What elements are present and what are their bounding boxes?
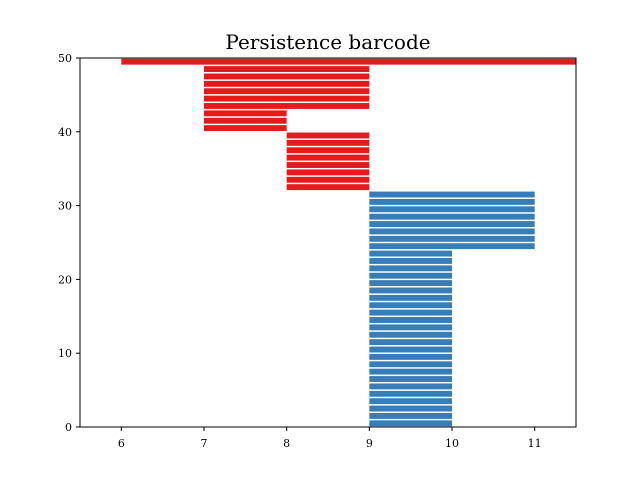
barcode-bar xyxy=(369,420,452,427)
barcode-bar xyxy=(204,88,370,95)
barcode-bar xyxy=(369,228,535,235)
bars-layer xyxy=(121,58,576,427)
barcode-bar xyxy=(286,132,370,139)
barcode-bar xyxy=(204,125,287,132)
barcode-bar xyxy=(286,147,370,154)
plot-frame xyxy=(79,57,577,428)
y-tick-label: 30 xyxy=(58,200,72,213)
barcode-bar xyxy=(369,250,452,257)
barcode-bar xyxy=(204,103,370,109)
barcode-bar xyxy=(369,383,452,390)
barcode-bar xyxy=(369,331,452,338)
x-tick-label: 9 xyxy=(366,437,373,450)
barcode-bar xyxy=(204,66,370,73)
barcode-bar xyxy=(121,58,576,65)
barcode-bar xyxy=(369,272,452,279)
barcode-bar xyxy=(369,353,452,360)
barcode-bar xyxy=(204,80,370,87)
barcode-bar xyxy=(369,221,535,228)
x-tick-label: 10 xyxy=(445,437,459,450)
barcode-bar xyxy=(369,206,535,213)
barcode-bar xyxy=(369,324,452,331)
barcode-bar xyxy=(369,317,452,323)
y-tick-label: 0 xyxy=(65,421,72,434)
barcode-bar xyxy=(286,162,370,168)
barcode-bar xyxy=(369,235,535,242)
barcode-bar xyxy=(369,257,452,264)
barcode-bar xyxy=(369,213,535,220)
barcode-bar xyxy=(369,198,535,205)
barcode-bar xyxy=(369,346,452,353)
barcode-bar xyxy=(286,154,370,161)
axes-layer: 6 7 8 9 10 11 0 10 20 30 40 50 xyxy=(58,52,577,450)
barcode-bar xyxy=(204,95,370,102)
chart-title: Persistence barcode xyxy=(225,30,430,54)
barcode-bar xyxy=(204,117,287,124)
barcode-bar xyxy=(369,361,452,368)
y-tick-label: 50 xyxy=(58,52,72,65)
barcode-bar xyxy=(369,368,452,375)
x-tick-label: 8 xyxy=(283,437,290,450)
barcode-bar xyxy=(369,339,452,346)
barcode-bar xyxy=(286,176,370,183)
barcode-bar xyxy=(369,294,452,301)
barcode-bar xyxy=(369,191,535,198)
barcode-bar xyxy=(369,265,452,272)
barcode-bar xyxy=(369,405,452,412)
y-tick-label: 40 xyxy=(58,126,72,139)
barcode-bar xyxy=(369,412,452,419)
barcode-bar xyxy=(369,390,452,397)
x-tick-label: 6 xyxy=(118,437,125,450)
y-tick-label: 10 xyxy=(58,347,72,360)
barcode-bar xyxy=(286,169,370,176)
barcode-bar xyxy=(286,184,370,191)
barcode-bar xyxy=(286,139,370,146)
x-tick-label: 11 xyxy=(528,437,542,450)
y-tick-label: 20 xyxy=(58,273,72,286)
barcode-bar xyxy=(369,287,452,294)
barcode-bar xyxy=(204,73,370,80)
barcode-bar xyxy=(369,376,452,382)
barcode-bar xyxy=(369,309,452,316)
barcode-bar xyxy=(369,398,452,405)
barcode-bar xyxy=(369,280,452,287)
barcode-bar xyxy=(204,110,287,117)
x-tick-label: 7 xyxy=(201,437,208,450)
barcode-bar xyxy=(369,243,535,250)
barcode-bar xyxy=(369,302,452,309)
